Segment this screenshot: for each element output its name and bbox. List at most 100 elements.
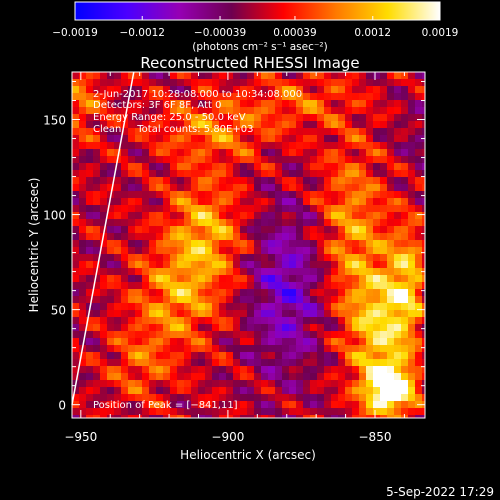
heatmap-cell: [303, 268, 311, 276]
heatmap-cell: [345, 338, 353, 346]
heatmap-cell: [79, 317, 87, 325]
heatmap-cell: [177, 345, 185, 353]
heatmap-cell: [93, 394, 101, 402]
heatmap-cell: [191, 177, 199, 185]
heatmap-cell: [93, 226, 101, 234]
heatmap-cell: [191, 205, 199, 213]
heatmap-cell: [177, 387, 185, 395]
heatmap-cell: [163, 142, 171, 150]
heatmap-cell: [135, 163, 143, 171]
heatmap-cell: [401, 156, 409, 164]
heatmap-cell: [345, 170, 353, 178]
heatmap-cell: [100, 100, 108, 108]
heatmap-cell: [72, 233, 80, 241]
heatmap-cell: [233, 100, 241, 108]
heatmap-cell: [135, 86, 143, 94]
heatmap-cell: [79, 128, 87, 136]
heatmap-cell: [72, 198, 80, 206]
heatmap-cell: [191, 338, 199, 346]
heatmap-cell: [79, 324, 87, 332]
heatmap-cell: [184, 268, 192, 276]
heatmap-cell: [275, 86, 283, 94]
heatmap-cell: [240, 114, 248, 122]
heatmap-cell: [114, 415, 122, 418]
heatmap-cell: [177, 149, 185, 157]
heatmap-cell: [240, 275, 248, 283]
heatmap-cell: [401, 191, 409, 199]
heatmap-cell: [135, 282, 143, 290]
heatmap-cell: [240, 261, 248, 269]
heatmap-cell: [86, 373, 94, 381]
heatmap-cell: [212, 275, 220, 283]
heatmap-cell: [261, 387, 269, 395]
heatmap-cell: [79, 142, 87, 150]
heatmap-cell: [324, 107, 332, 115]
heatmap-cell: [275, 380, 283, 388]
heatmap-cell: [191, 114, 199, 122]
heatmap-cell: [170, 114, 178, 122]
heatmap-cell: [387, 170, 395, 178]
heatmap-cell: [233, 380, 241, 388]
heatmap-cell: [198, 247, 206, 255]
heatmap-cell: [380, 268, 388, 276]
heatmap-cell: [261, 275, 269, 283]
heatmap-cell: [205, 359, 213, 367]
heatmap-cell: [303, 317, 311, 325]
heatmap-cell: [408, 394, 416, 402]
heatmap-cell: [184, 240, 192, 248]
heatmap-cell: [359, 72, 367, 80]
heatmap-cell: [135, 324, 143, 332]
heatmap-cell: [247, 205, 255, 213]
heatmap-cell: [380, 282, 388, 290]
heatmap-cell: [212, 366, 220, 374]
heatmap-cell: [415, 226, 423, 234]
heatmap-cell: [79, 331, 87, 339]
heatmap-cell: [142, 345, 150, 353]
heatmap-cell: [163, 156, 171, 164]
heatmap-cell: [128, 275, 136, 283]
heatmap-cell: [233, 247, 241, 255]
heatmap-cell: [373, 415, 381, 418]
heatmap-cell: [184, 296, 192, 304]
heatmap-cell: [275, 226, 283, 234]
heatmap-cell: [359, 93, 367, 101]
heatmap-cell: [401, 387, 409, 395]
heatmap-cell: [86, 275, 94, 283]
heatmap-cell: [191, 366, 199, 374]
heatmap-cell: [142, 219, 150, 227]
heatmap-cell: [261, 114, 269, 122]
heatmap-cell: [128, 317, 136, 325]
heatmap-cell: [163, 114, 171, 122]
heatmap-cell: [331, 296, 339, 304]
heatmap-cell: [352, 345, 360, 353]
heatmap-cell: [317, 212, 325, 220]
heatmap-cell: [79, 261, 87, 269]
heatmap-cell: [86, 261, 94, 269]
heatmap-cell: [205, 93, 213, 101]
heatmap-cell: [373, 163, 381, 171]
heatmap-cell: [296, 401, 304, 409]
heatmap-cell: [177, 142, 185, 150]
heatmap-cell: [233, 198, 241, 206]
heatmap-cell: [212, 282, 220, 290]
heatmap-cell: [149, 72, 157, 80]
colorbar-tick-label: 0.0019: [422, 27, 459, 39]
heatmap-cell: [198, 324, 206, 332]
heatmap-cell: [345, 205, 353, 213]
heatmap-cell: [240, 191, 248, 199]
heatmap-cell: [156, 310, 164, 318]
heatmap-cell: [163, 72, 171, 80]
heatmap-cell: [86, 177, 94, 185]
heatmap-cell: [324, 254, 332, 262]
heatmap-cell: [317, 310, 325, 318]
heatmap-cell: [198, 408, 206, 416]
heatmap-cell: [394, 401, 402, 409]
heatmap-cell: [128, 100, 136, 108]
heatmap-cell: [72, 184, 80, 192]
heatmap-cell: [184, 310, 192, 318]
heatmap-cell: [93, 331, 101, 339]
heatmap-cell: [415, 135, 423, 143]
heatmap-cell: [121, 107, 129, 115]
heatmap-cell: [198, 254, 206, 262]
heatmap-cell: [352, 212, 360, 220]
